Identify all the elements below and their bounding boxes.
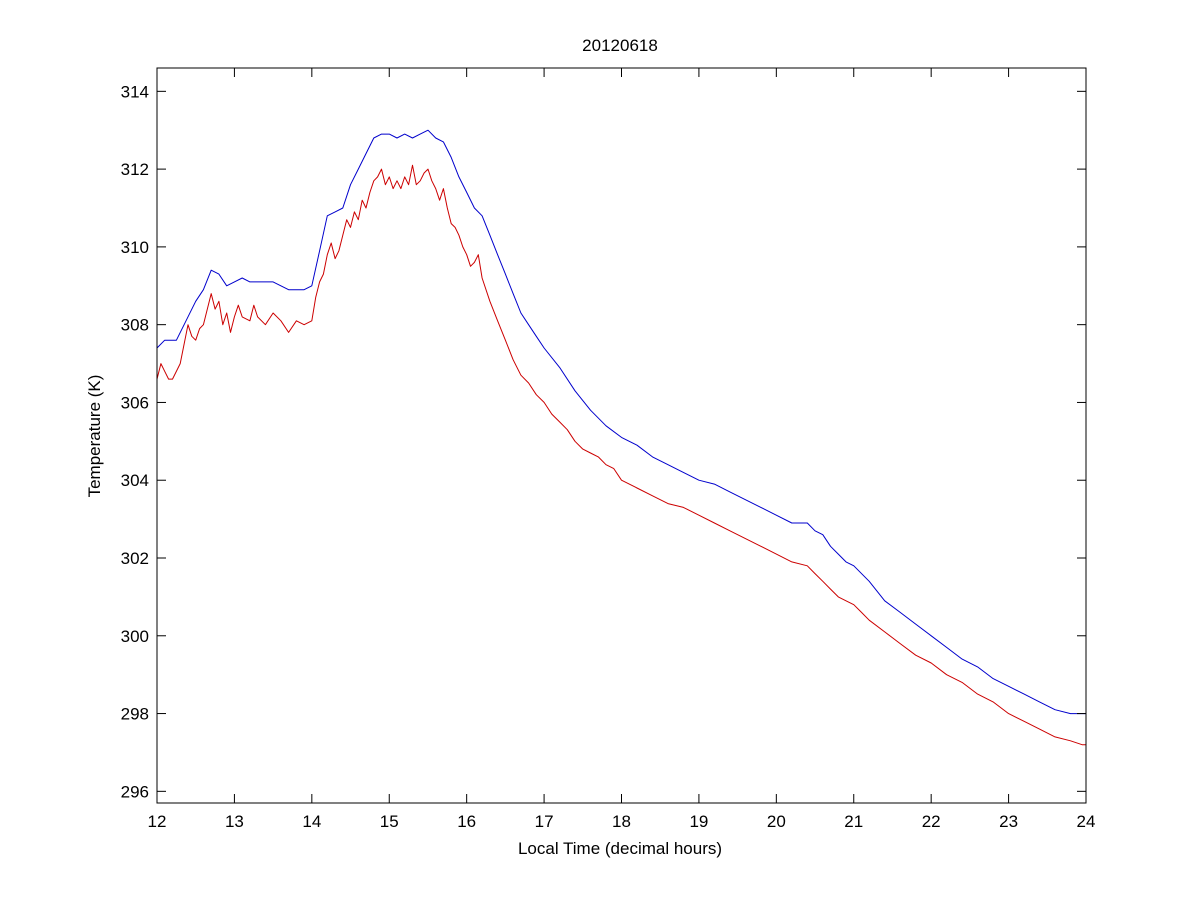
x-tick-label: 15	[380, 812, 399, 831]
y-axis: 296 298 300 302 304 306 308 310 312 314	[121, 82, 1086, 801]
series-line-2	[156, 164, 1086, 746]
x-tick-label: 21	[844, 812, 863, 831]
x-tick-label: 19	[689, 812, 708, 831]
chart-title: 20120618	[582, 36, 658, 55]
x-tick-label: 24	[1077, 812, 1096, 831]
y-tick-label: 308	[121, 316, 149, 335]
x-axis: 12 13 14 15 16 17 18 19 20 21 22 23 24	[148, 68, 1096, 831]
series-line-1	[156, 129, 1086, 715]
y-tick-label: 296	[121, 782, 149, 801]
x-tick-label: 13	[225, 812, 244, 831]
x-tick-label: 23	[999, 812, 1018, 831]
x-tick-label: 14	[302, 812, 321, 831]
x-tick-label: 20	[767, 812, 786, 831]
y-tick-label: 306	[121, 393, 149, 412]
x-tick-label: 18	[612, 812, 631, 831]
x-tick-label: 22	[922, 812, 941, 831]
x-tick-label: 16	[457, 812, 476, 831]
y-tick-label: 302	[121, 549, 149, 568]
y-tick-label: 314	[121, 82, 149, 101]
x-axis-label: Local Time (decimal hours)	[518, 839, 722, 858]
y-tick-label: 298	[121, 705, 149, 724]
y-tick-label: 310	[121, 238, 149, 257]
x-tick-label: 12	[148, 812, 167, 831]
y-tick-label: 300	[121, 627, 149, 646]
x-tick-label: 17	[535, 812, 554, 831]
y-tick-label: 312	[121, 160, 149, 179]
series-layer	[156, 129, 1086, 746]
y-tick-label: 304	[121, 471, 149, 490]
y-axis-label: Temperature (K)	[85, 375, 104, 498]
